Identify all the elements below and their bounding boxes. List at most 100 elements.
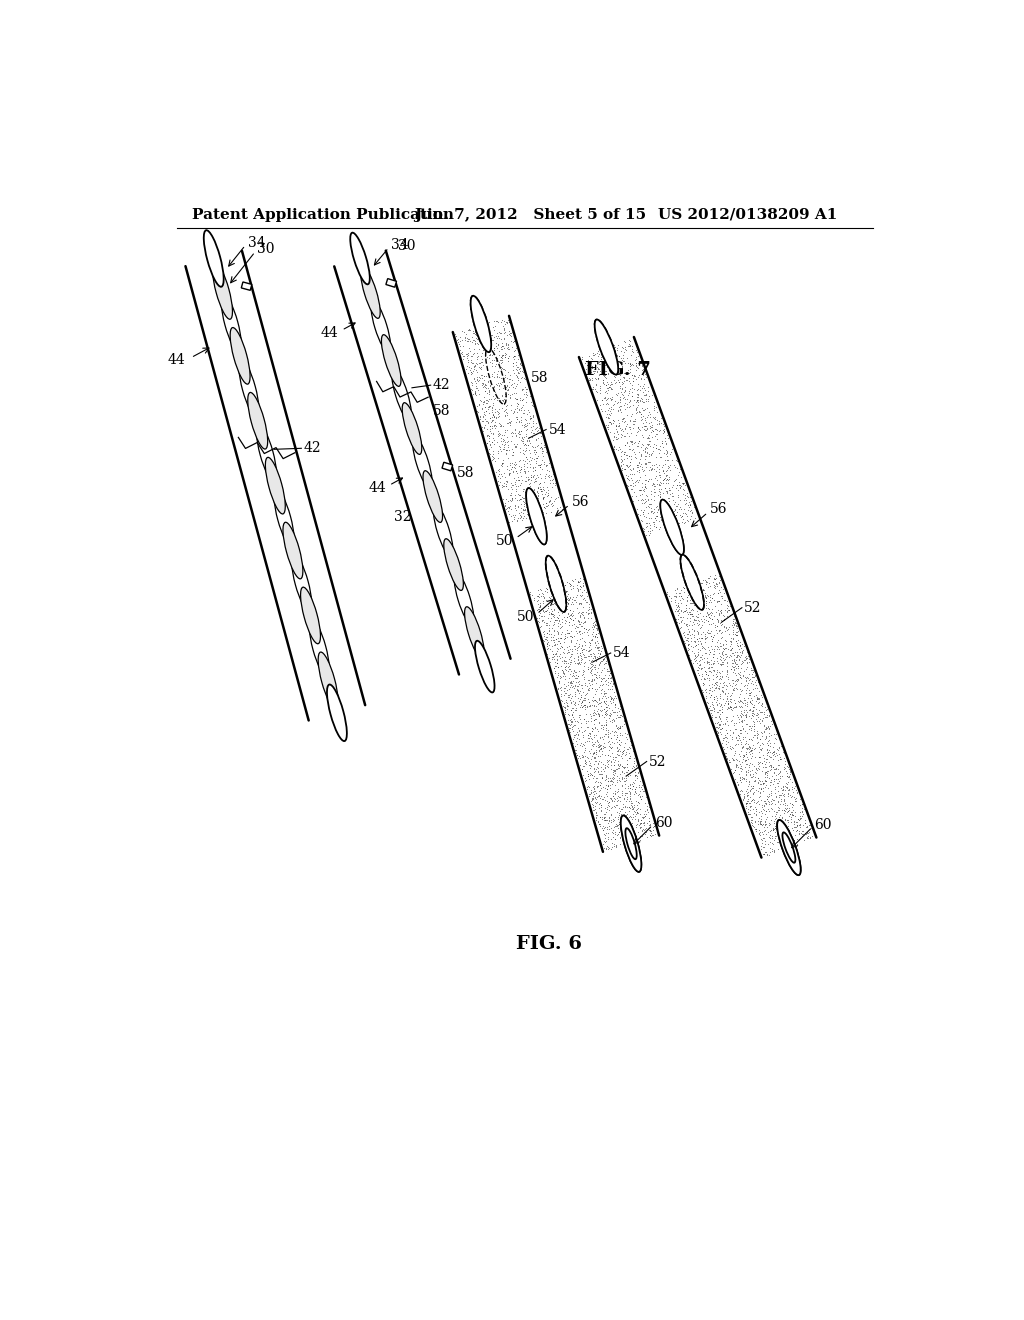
Point	[752, 810, 768, 832]
Point	[460, 363, 476, 384]
Point	[480, 331, 497, 352]
Point	[690, 642, 707, 663]
Point	[780, 797, 797, 818]
Point	[753, 836, 769, 857]
Point	[635, 807, 651, 828]
Point	[594, 789, 610, 810]
Point	[696, 585, 713, 606]
Point	[653, 508, 670, 529]
Point	[711, 573, 727, 594]
Point	[530, 579, 547, 601]
Point	[754, 814, 770, 836]
Point	[648, 437, 665, 458]
Point	[503, 368, 519, 389]
Point	[570, 746, 587, 767]
Point	[711, 590, 727, 611]
Point	[599, 371, 615, 392]
Point	[724, 669, 740, 690]
Point	[761, 722, 777, 743]
Point	[597, 360, 613, 381]
Point	[534, 449, 550, 470]
Point	[502, 412, 518, 433]
Point	[664, 590, 680, 611]
Point	[582, 643, 598, 664]
Point	[598, 374, 614, 395]
Point	[524, 480, 541, 502]
Point	[776, 789, 793, 810]
Point	[699, 664, 716, 685]
Point	[556, 697, 572, 718]
Point	[486, 414, 503, 436]
Point	[781, 803, 798, 824]
Point	[651, 516, 668, 537]
Point	[582, 723, 598, 744]
Point	[710, 721, 726, 742]
Point	[710, 693, 726, 714]
Point	[608, 743, 625, 764]
Point	[659, 459, 676, 480]
Point	[627, 801, 643, 822]
Point	[614, 372, 631, 393]
Point	[524, 405, 541, 426]
Point	[736, 750, 753, 771]
Point	[752, 751, 768, 772]
Point	[691, 639, 708, 660]
Point	[554, 649, 570, 671]
Point	[480, 399, 497, 420]
Point	[572, 686, 589, 708]
Point	[738, 791, 755, 812]
Point	[594, 675, 610, 696]
Point	[668, 586, 684, 607]
Point	[587, 709, 603, 730]
Point	[512, 438, 528, 459]
Point	[675, 602, 691, 623]
Text: 34: 34	[391, 239, 409, 252]
Point	[556, 680, 572, 701]
Point	[643, 480, 659, 502]
Point	[610, 813, 627, 834]
Point	[608, 383, 625, 404]
Point	[556, 685, 572, 706]
Point	[687, 606, 703, 627]
Point	[508, 425, 524, 446]
Point	[644, 459, 660, 480]
Point	[688, 609, 705, 630]
Point	[728, 622, 744, 643]
Point	[588, 680, 604, 701]
Point	[557, 574, 573, 595]
Point	[783, 777, 800, 799]
Point	[706, 582, 722, 603]
Point	[598, 393, 614, 414]
Point	[698, 602, 715, 623]
Point	[732, 722, 749, 743]
Point	[707, 569, 723, 590]
Point	[753, 685, 769, 706]
Point	[728, 665, 744, 686]
Point	[517, 461, 534, 482]
Point	[712, 612, 728, 634]
Point	[502, 325, 518, 346]
Point	[546, 657, 562, 678]
Point	[623, 822, 639, 843]
Point	[501, 339, 517, 360]
Point	[587, 367, 603, 388]
Point	[588, 783, 604, 804]
Point	[469, 334, 485, 355]
Point	[713, 601, 729, 622]
Point	[621, 777, 637, 799]
Point	[623, 475, 639, 496]
Point	[770, 755, 786, 776]
Point	[637, 363, 653, 384]
Point	[630, 416, 646, 437]
Point	[487, 374, 504, 395]
Point	[715, 605, 731, 626]
Point	[592, 727, 608, 748]
Point	[535, 502, 551, 523]
Point	[586, 709, 602, 730]
Point	[623, 335, 639, 356]
Point	[722, 735, 738, 756]
Point	[745, 771, 762, 792]
Point	[603, 379, 620, 400]
Point	[596, 690, 612, 711]
Point	[753, 789, 769, 810]
